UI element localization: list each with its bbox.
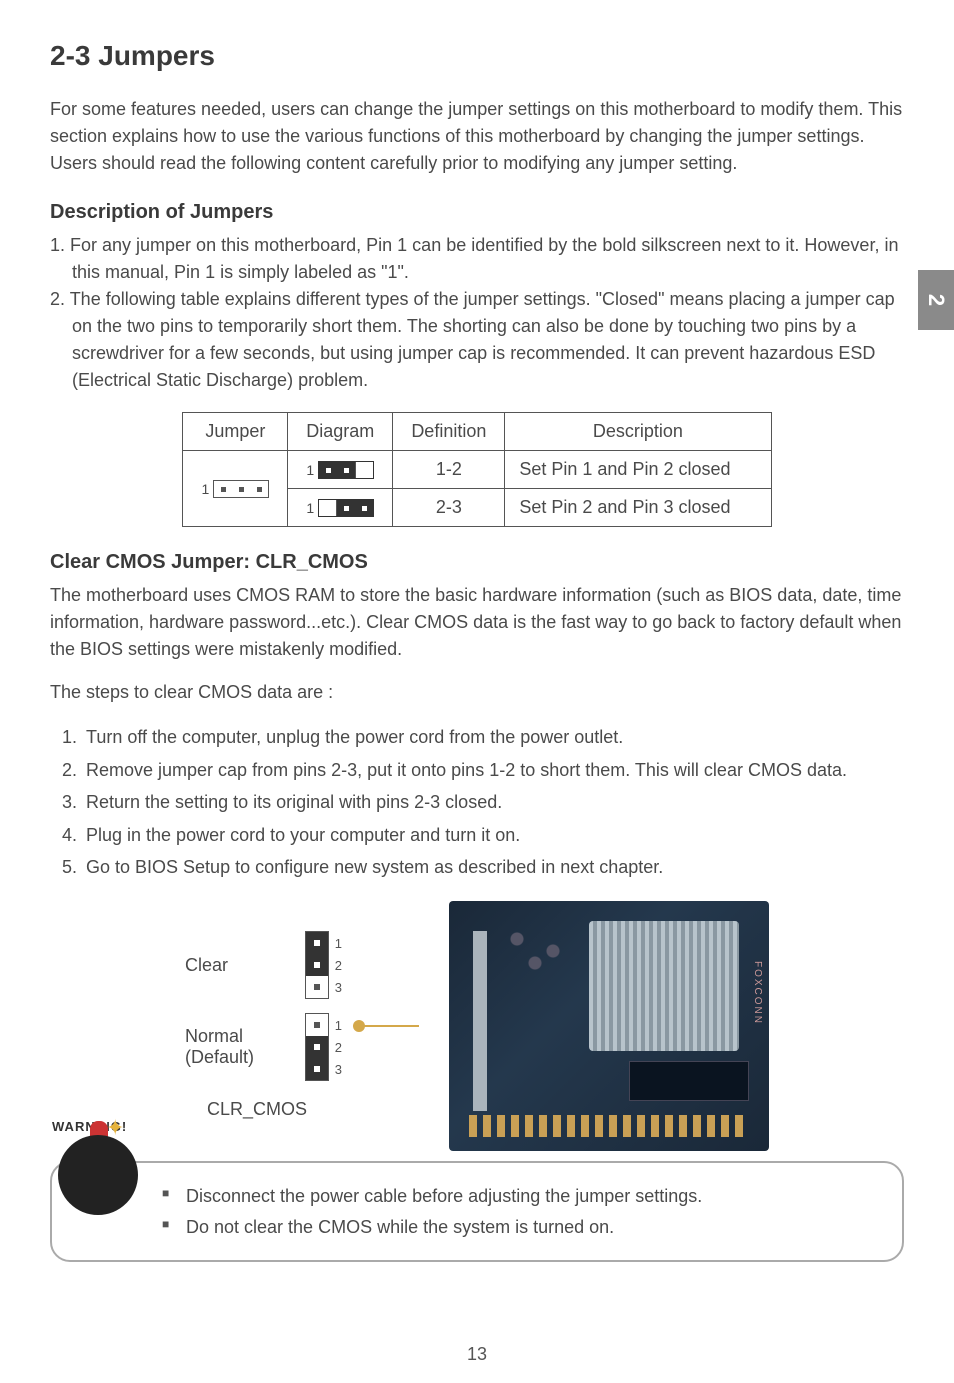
description-heading: Description of Jumpers [50, 201, 904, 224]
warning-box: Disconnect the power cable before adjust… [50, 1161, 904, 1262]
table-row: 1 1 1-2 [183, 451, 771, 489]
jumper-table: Jumper Diagram Definition Description 1 … [182, 412, 771, 527]
warning-badge-icon: WARNING! ✦ [50, 1121, 140, 1211]
brand-label: FOXCONN [752, 961, 763, 1025]
clear-cmos-heading: Clear CMOS Jumper: CLR_CMOS [50, 551, 904, 574]
section-title: 2-3 Jumpers [50, 40, 904, 72]
page-number: 13 [0, 1344, 954, 1365]
header-pins-icon [469, 1115, 749, 1137]
warning-block: WARNING! ✦ Disconnect the power cable be… [50, 1161, 904, 1262]
pins-23-closed-icon: 1 [306, 499, 374, 517]
capacitors-icon [499, 921, 589, 981]
page-container: 2 2-3 Jumpers For some features needed, … [0, 0, 954, 1292]
diagram-caption: CLR_CMOS [207, 1099, 307, 1120]
description-cell: Set Pin 2 and Pin 3 closed [505, 489, 771, 527]
diagram-row: Clear 1 2 3 Normal (Default) 1 2 3 CLR_ [50, 901, 904, 1151]
clear-diagram: Clear 1 2 3 [185, 931, 329, 999]
step-item: Turn off the computer, unplug the power … [82, 722, 904, 753]
intro-paragraph: For some features needed, users can chan… [50, 96, 904, 177]
jumper-cell: 1 [183, 451, 288, 527]
vertical-pins-clear-icon: 1 2 3 [305, 931, 329, 999]
definition-cell: 2-3 [393, 489, 505, 527]
vertical-pins-normal-icon: 1 2 3 [305, 1013, 329, 1081]
clear-cmos-paragraph-2: The steps to clear CMOS data are : [50, 679, 904, 706]
jumper-diagrams: Clear 1 2 3 Normal (Default) 1 2 3 CLR_ [185, 931, 329, 1120]
warning-item: Do not clear the CMOS while the system i… [162, 1212, 878, 1243]
diagram-cell-23: 1 [288, 489, 393, 527]
step-item: Remove jumper cap from pins 2-3, put it … [82, 755, 904, 786]
chapter-side-tab: 2 [918, 270, 954, 330]
col-jumper: Jumper [183, 413, 288, 451]
col-description: Description [505, 413, 771, 451]
warning-item: Disconnect the power cable before adjust… [162, 1181, 878, 1212]
motherboard-image: FOXCONN [449, 901, 769, 1151]
description-list: 1. For any jumper on this motherboard, P… [50, 232, 904, 394]
definition-cell: 1-2 [393, 451, 505, 489]
description-item-1: 1. For any jumper on this motherboard, P… [50, 232, 904, 286]
col-definition: Definition [393, 413, 505, 451]
chapter-number: 2 [923, 294, 949, 306]
step-item: Plug in the power cord to your computer … [82, 820, 904, 851]
diagram-cell-12: 1 [288, 451, 393, 489]
pointer-arrow-icon [359, 1025, 419, 1027]
io-ports-icon [629, 1061, 749, 1101]
pci-slot-icon [473, 931, 487, 1111]
col-diagram: Diagram [288, 413, 393, 451]
description-cell: Set Pin 1 and Pin 2 closed [505, 451, 771, 489]
table-header-row: Jumper Diagram Definition Description [183, 413, 771, 451]
heatsink-icon [589, 921, 739, 1051]
normal-diagram: Normal (Default) 1 2 3 [185, 1013, 329, 1081]
description-item-2: 2. The following table explains differen… [50, 286, 904, 394]
pins-12-closed-icon: 1 [306, 461, 374, 479]
steps-list: Turn off the computer, unplug the power … [50, 722, 904, 883]
step-item: Go to BIOS Setup to configure new system… [82, 852, 904, 883]
step-item: Return the setting to its original with … [82, 787, 904, 818]
clear-cmos-paragraph-1: The motherboard uses CMOS RAM to store t… [50, 582, 904, 663]
jumper-base-icon: 1 [201, 480, 269, 498]
